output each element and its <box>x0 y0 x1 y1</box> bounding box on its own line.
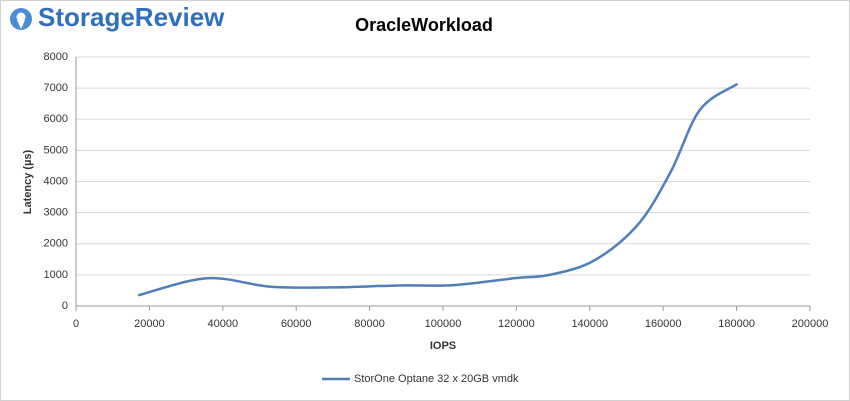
y-tick-label: 4000 <box>44 175 68 187</box>
x-tick-label: 120000 <box>498 318 535 330</box>
logo: StorageReview <box>10 2 225 32</box>
y-tick-label: 3000 <box>44 207 68 219</box>
x-tick-label: 200000 <box>792 318 829 330</box>
x-tick-label: 20000 <box>134 318 165 330</box>
x-tick-label: 180000 <box>718 318 755 330</box>
legend-label: StorOne Optane 32 x 20GB vmdk <box>354 373 519 385</box>
y-tick-label: 2000 <box>44 238 68 250</box>
y-tick-label: 6000 <box>44 113 68 125</box>
chart-title: OracleWorkload <box>355 15 493 35</box>
series-line <box>137 83 738 297</box>
x-tick-label: 140000 <box>571 318 608 330</box>
y-tick-label: 5000 <box>44 144 68 156</box>
x-tick-label: 40000 <box>208 318 239 330</box>
y-tick-label: 8000 <box>44 51 68 63</box>
x-tick-label: 100000 <box>425 318 462 330</box>
x-tick-label: 80000 <box>354 318 385 330</box>
x-tick-label: 0 <box>73 318 79 330</box>
y-tick-label: 0 <box>62 300 68 312</box>
x-axis-label: IOPS <box>430 340 456 352</box>
x-tick-label: 60000 <box>281 318 312 330</box>
x-tick-label: 160000 <box>645 318 682 330</box>
y-axis-label: Latency (µs) <box>22 149 34 214</box>
brand: StorageReview <box>38 2 225 32</box>
y-tick-label: 1000 <box>44 269 68 281</box>
y-tick-label: 7000 <box>44 82 68 94</box>
